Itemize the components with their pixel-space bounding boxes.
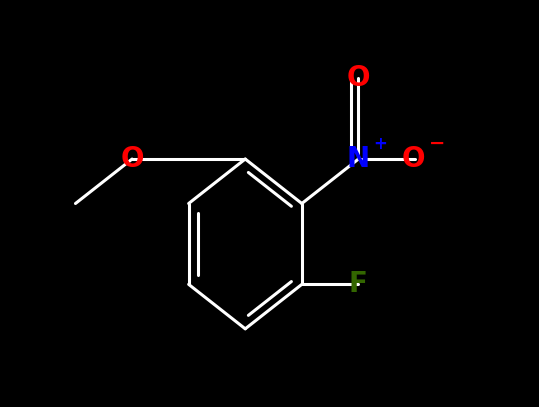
Text: F: F bbox=[349, 270, 368, 298]
Text: O: O bbox=[347, 64, 370, 92]
Text: +: + bbox=[374, 135, 388, 153]
Text: −: − bbox=[429, 134, 445, 153]
Text: O: O bbox=[120, 145, 144, 173]
Text: N: N bbox=[347, 145, 370, 173]
Text: O: O bbox=[401, 145, 425, 173]
